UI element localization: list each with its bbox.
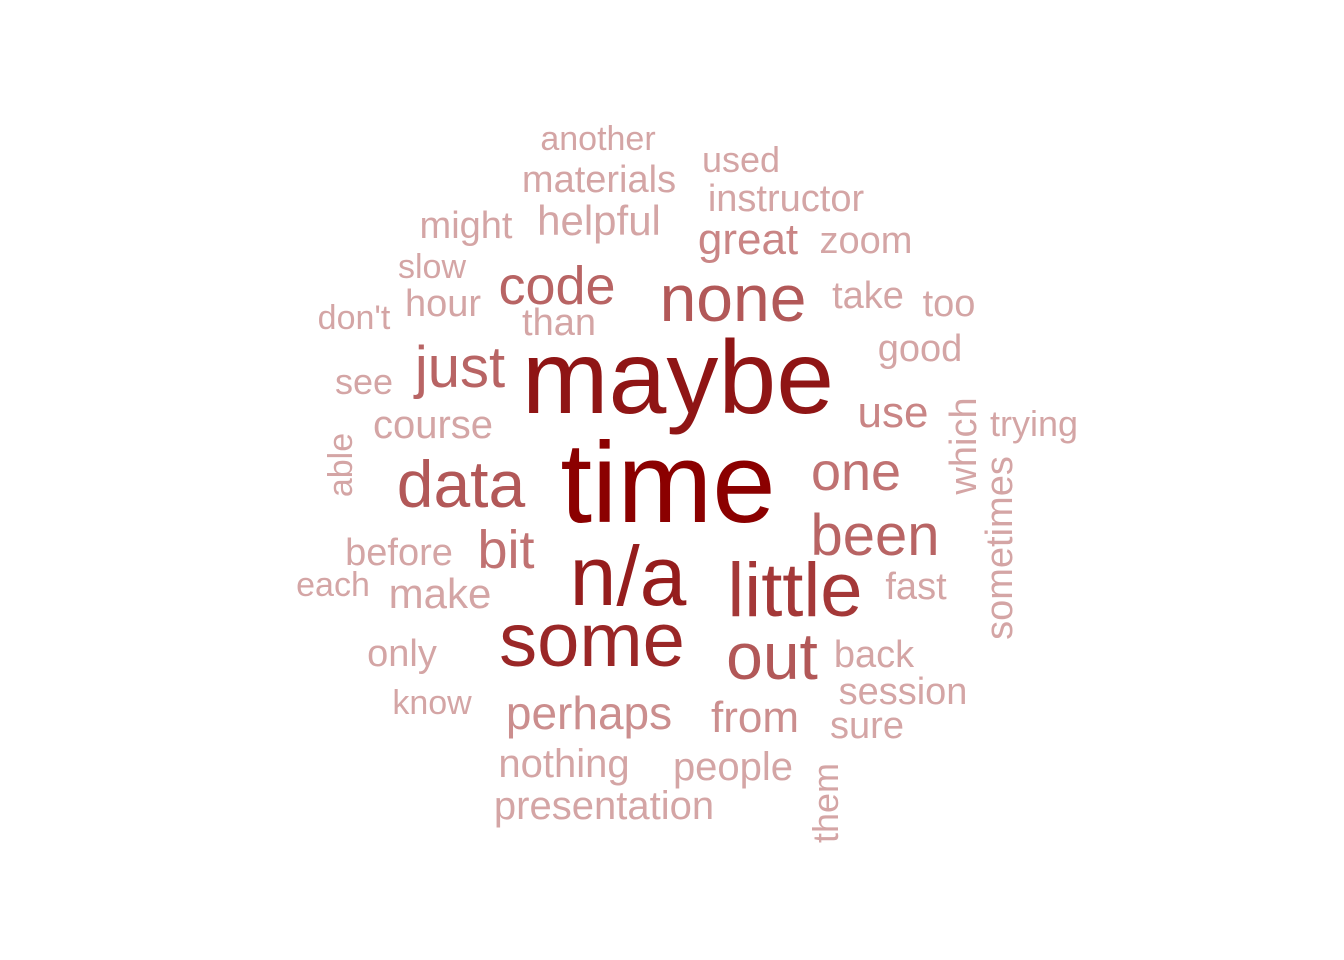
word-some: some	[499, 598, 685, 683]
word-back: back	[833, 634, 915, 676]
word-n-a: n/a	[569, 529, 687, 623]
word-nothing: nothing	[498, 742, 630, 786]
word-use: use	[857, 388, 929, 437]
word-course: course	[372, 403, 494, 447]
word-which: which	[943, 397, 985, 495]
word-perhaps: perhaps	[505, 687, 673, 739]
word-little: little	[727, 548, 863, 633]
word-might: might	[419, 205, 513, 247]
word-great: great	[697, 215, 799, 264]
word-before: before	[345, 532, 453, 574]
word-code: code	[498, 256, 616, 316]
word-take: take	[832, 275, 904, 317]
word-out: out	[726, 619, 818, 693]
word-bit: bit	[477, 520, 535, 580]
word-sometimes: sometimes	[979, 456, 1021, 640]
word-able: able	[322, 432, 360, 498]
word-data: data	[396, 447, 526, 521]
word-from: from	[711, 693, 799, 742]
word-slow: slow	[397, 248, 467, 286]
word-people: people	[672, 745, 794, 789]
word-instructor: instructor	[707, 178, 865, 220]
word-time: time	[560, 420, 776, 547]
word-only: only	[367, 633, 437, 675]
word-one: one	[810, 442, 902, 502]
word-none: none	[659, 261, 807, 335]
word-don-t: don't	[317, 299, 391, 337]
word-just: just	[414, 335, 506, 400]
word-zoom: zoom	[819, 220, 913, 262]
word-presentation: presentation	[493, 784, 715, 828]
word-than: than	[522, 302, 596, 344]
word-used: used	[701, 139, 781, 180]
word-maybe: maybe	[521, 320, 835, 436]
word-know: know	[392, 684, 472, 722]
word-another: another	[540, 120, 656, 158]
word-helpful: helpful	[537, 197, 661, 244]
word-too: too	[922, 283, 976, 325]
word-sure: sure	[830, 705, 904, 747]
word-session: session	[838, 671, 968, 713]
word-fast: fast	[885, 566, 947, 608]
word-good: good	[877, 328, 963, 370]
word-been: been	[810, 503, 940, 568]
word-them: them	[805, 762, 846, 844]
word-materials: materials	[521, 159, 677, 201]
word-see: see	[334, 361, 394, 402]
word-trying: trying	[989, 403, 1079, 444]
word-each: each	[296, 566, 370, 604]
word-make: make	[388, 570, 492, 617]
word-hour: hour	[404, 283, 482, 325]
